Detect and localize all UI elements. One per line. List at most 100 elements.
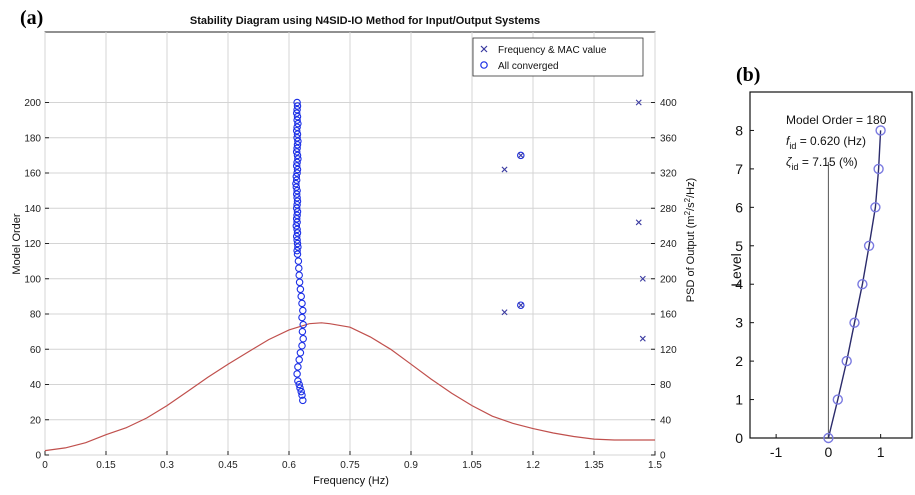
converged-point <box>293 229 302 237</box>
converged-point <box>293 116 301 124</box>
x-tick-label: 0.6 <box>282 460 296 471</box>
converged-point <box>295 380 303 389</box>
converged-point <box>293 239 302 248</box>
annotation-zeta-val: = 7.15 (%) <box>799 155 858 169</box>
x-tick-label: 0.45 <box>218 460 238 471</box>
converged-point <box>298 299 306 308</box>
x-tick-label: 0.15 <box>96 460 116 471</box>
converged-point <box>293 130 302 138</box>
x-tick-label: 0.3 <box>160 460 174 471</box>
y2-tick-label: 40 <box>660 415 672 426</box>
y2-tick-label: 320 <box>660 169 677 180</box>
frequency-mac-series <box>501 99 646 342</box>
mode-shape-point <box>873 163 884 175</box>
y2-label-part-1: PSD of Output (m <box>685 215 697 302</box>
x-tick-label-b: 0 <box>824 444 832 460</box>
converged-point <box>296 349 305 357</box>
y-tick-label: 40 <box>30 380 42 391</box>
plot-area-b <box>749 91 913 439</box>
converged-point <box>299 334 307 343</box>
converged-point <box>293 102 302 110</box>
legend-item-frequency: Frequency & MAC value <box>498 45 607 56</box>
psd-series <box>44 322 655 452</box>
y2-tick-label: 400 <box>660 98 677 109</box>
y-tick-label-b: 3 <box>735 315 743 331</box>
x-tick-label: 0.75 <box>340 460 360 471</box>
y2-tick-label: 120 <box>660 345 677 356</box>
converged-point <box>292 148 301 156</box>
converged-point <box>293 236 301 244</box>
x-tick-label: 1.05 <box>462 460 482 471</box>
y2-tick-label: 0 <box>660 451 666 462</box>
legend-box <box>472 37 644 77</box>
converged-point <box>295 264 303 272</box>
converged-point <box>293 370 301 378</box>
frequency-mac-point <box>635 219 642 226</box>
frequency-mac-point <box>501 309 508 316</box>
x-tick-label: 1.5 <box>648 460 662 471</box>
converged-point <box>292 215 301 223</box>
converged-point <box>292 222 301 230</box>
legend-circle-marker <box>480 61 488 69</box>
y2-label-part-3: /Hz) <box>685 178 697 198</box>
psd-curve <box>44 322 655 452</box>
y-tick-label-b: 1 <box>735 392 743 408</box>
converged-point <box>293 169 301 177</box>
converged-point <box>292 162 301 170</box>
annotation-damping: ζid = 7.15 (%) <box>786 155 858 172</box>
x-tick-label: 0 <box>42 460 48 471</box>
converged-point <box>293 98 301 107</box>
converged-point <box>295 278 304 287</box>
converged-point <box>292 204 301 212</box>
all-converged-series <box>292 98 525 405</box>
converged-point <box>296 384 304 392</box>
mode-shape-line <box>827 130 882 439</box>
mode-shape-series <box>823 125 886 444</box>
x-marker-stroke <box>635 99 642 106</box>
converged-point <box>292 183 301 191</box>
y-tick-label: 180 <box>24 133 41 144</box>
x-marker-stroke <box>517 302 524 309</box>
converged-point <box>293 200 301 209</box>
converged-point <box>292 172 301 181</box>
annotation-b: Model Order = 180 fid = 0.620 (Hz) ζid =… <box>786 113 887 172</box>
y-axis-right-a: 0 40 80 120 160 200 240 280 320 360 400 <box>651 98 677 462</box>
x-marker-stroke <box>635 219 642 226</box>
y2-axis-label-a: PSD of Output (m2/s2/Hz) <box>683 178 697 302</box>
converged-point <box>293 250 302 258</box>
annotation-zeta-var: ζ <box>786 155 793 169</box>
converged-point <box>294 137 302 146</box>
converged-point <box>297 292 305 301</box>
mode-shape-point <box>849 317 860 328</box>
converged-point <box>293 218 301 227</box>
y-tick-label: 120 <box>24 239 41 250</box>
y-tick-label-b: 0 <box>735 430 743 446</box>
annotation-f-sub: id <box>789 141 796 151</box>
y-tick-label: 140 <box>24 204 41 215</box>
y-tick-label: 200 <box>24 98 41 109</box>
x-tick-label: 0.9 <box>404 460 418 471</box>
y2-label-sup-2: 2 <box>683 197 692 202</box>
frequency-mac-point <box>501 166 508 173</box>
converged-point <box>296 285 305 294</box>
frequency-mac-point <box>517 302 524 309</box>
converged-point <box>293 225 301 234</box>
annotation-frequency: fid = 0.620 (Hz) <box>786 134 866 151</box>
converged-point <box>292 176 301 184</box>
y2-tick-label: 200 <box>660 274 677 285</box>
converged-point <box>292 126 301 135</box>
converged-point <box>517 151 525 160</box>
converged-point <box>293 211 301 220</box>
mode-shape-point <box>870 202 881 213</box>
y2-tick-label: 80 <box>660 380 672 391</box>
converged-point <box>293 112 302 121</box>
y-tick-label: 80 <box>30 310 42 321</box>
x-marker-stroke <box>639 275 646 282</box>
converged-point <box>293 151 302 160</box>
converged-point <box>294 257 303 265</box>
y2-tick-label: 160 <box>660 310 677 321</box>
mode-shape-point <box>823 432 834 444</box>
chart-a-title: Stability Diagram using N4SID-IO Method … <box>190 15 540 27</box>
converged-point <box>293 144 301 153</box>
x-tick-label: 1.35 <box>584 460 604 471</box>
